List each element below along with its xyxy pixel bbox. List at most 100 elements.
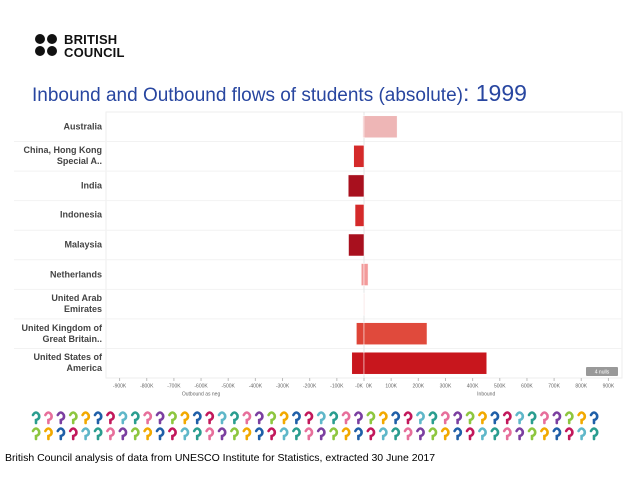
decoration bbox=[552, 427, 562, 441]
logo-dot bbox=[35, 46, 45, 56]
decoration bbox=[490, 411, 500, 425]
decoration bbox=[564, 411, 574, 425]
decoration bbox=[428, 427, 438, 441]
decoration bbox=[143, 427, 153, 441]
decoration bbox=[118, 427, 128, 441]
bar bbox=[351, 351, 365, 375]
bar bbox=[347, 174, 365, 198]
decoration bbox=[242, 411, 252, 425]
decoration bbox=[93, 411, 103, 425]
decoration bbox=[279, 411, 289, 425]
decoration bbox=[217, 411, 227, 425]
decoration bbox=[527, 427, 537, 441]
decoration bbox=[130, 427, 140, 441]
x-tick-label: -200K bbox=[303, 383, 317, 389]
decoration bbox=[366, 411, 376, 425]
nulls-badge: 4 nulls bbox=[595, 369, 610, 375]
decoration bbox=[230, 411, 239, 425]
decoration bbox=[81, 427, 91, 441]
x-tick-label: -700K bbox=[167, 383, 181, 389]
decoration bbox=[180, 427, 190, 441]
decoration bbox=[428, 411, 438, 425]
decoration bbox=[267, 427, 277, 441]
category-label: Australia bbox=[63, 121, 102, 132]
decoration bbox=[155, 427, 165, 441]
decoration bbox=[416, 427, 425, 441]
category-label: United Arab Emirates bbox=[51, 293, 102, 315]
decoration bbox=[168, 427, 177, 441]
decoration bbox=[304, 411, 314, 425]
bar bbox=[363, 322, 428, 345]
x-tick-label: -300K bbox=[276, 383, 290, 389]
decoration bbox=[403, 427, 413, 441]
x-tick-label: 200K bbox=[412, 383, 424, 389]
bar bbox=[363, 263, 369, 286]
decoration bbox=[192, 427, 202, 441]
decoration bbox=[230, 427, 239, 441]
footer: British Council analysis of data from UN… bbox=[5, 452, 436, 464]
x-tick-label: 400K bbox=[467, 383, 479, 389]
decoration bbox=[440, 427, 450, 441]
decoration bbox=[44, 411, 53, 425]
x-tick-label: 500K bbox=[494, 383, 506, 389]
decoration bbox=[453, 411, 463, 425]
chart-title: Inbound and Outbound flows of students (… bbox=[32, 85, 463, 106]
decoration bbox=[279, 427, 289, 441]
decoration bbox=[378, 411, 388, 425]
category-label: China, Hong Kong Special A.. bbox=[23, 145, 103, 167]
decoration bbox=[366, 427, 376, 441]
decoration bbox=[242, 427, 252, 441]
decoration bbox=[254, 427, 264, 441]
bar bbox=[363, 292, 366, 316]
logo-text: BRITISH COUNCIL bbox=[64, 32, 125, 60]
decoration bbox=[577, 427, 587, 441]
decoration bbox=[292, 427, 301, 441]
decoration bbox=[168, 411, 177, 425]
nulls-badge-bg bbox=[586, 367, 618, 376]
decoration bbox=[589, 411, 599, 425]
decoration bbox=[68, 411, 78, 425]
bar bbox=[354, 204, 365, 227]
decoration bbox=[478, 427, 487, 441]
decoration bbox=[56, 411, 66, 425]
decoration bbox=[81, 411, 91, 425]
decoration bbox=[391, 411, 401, 425]
decoration bbox=[304, 427, 314, 441]
category-label: India bbox=[80, 180, 102, 191]
x-tick-label: 600K bbox=[521, 383, 533, 389]
x-tick-label: -900K bbox=[113, 383, 127, 389]
decoration bbox=[540, 427, 549, 441]
decoration bbox=[143, 411, 153, 425]
bar bbox=[356, 322, 365, 345]
x-tick-label: 0K bbox=[366, 383, 373, 389]
bar bbox=[363, 115, 398, 139]
logo-dot bbox=[35, 34, 45, 44]
category-label: Malaysia bbox=[64, 239, 102, 250]
decoration bbox=[341, 411, 351, 425]
category-label: Netherlands bbox=[49, 269, 102, 280]
x-axis-title-left: Outbound as neg bbox=[182, 391, 221, 397]
decoration bbox=[68, 427, 78, 441]
x-tick-label: 800K bbox=[575, 383, 587, 389]
decoration bbox=[56, 427, 66, 441]
decoration bbox=[93, 427, 103, 441]
decoration bbox=[180, 411, 190, 425]
decoration bbox=[540, 411, 549, 425]
decoration bbox=[465, 427, 475, 441]
x-tick-label: -500K bbox=[222, 383, 236, 389]
decoration bbox=[354, 427, 363, 441]
decoration bbox=[527, 411, 537, 425]
bar bbox=[363, 351, 488, 375]
decoration bbox=[316, 427, 326, 441]
decoration bbox=[341, 427, 351, 441]
decoration bbox=[502, 411, 512, 425]
decoration bbox=[254, 411, 264, 425]
decoration bbox=[453, 427, 463, 441]
category-label: United Kingdom of Great Britain.. bbox=[21, 322, 103, 344]
decoration bbox=[515, 427, 525, 441]
decoration bbox=[130, 411, 140, 425]
decoration bbox=[403, 411, 413, 425]
logo-dot bbox=[47, 46, 57, 56]
decoration bbox=[205, 427, 215, 441]
